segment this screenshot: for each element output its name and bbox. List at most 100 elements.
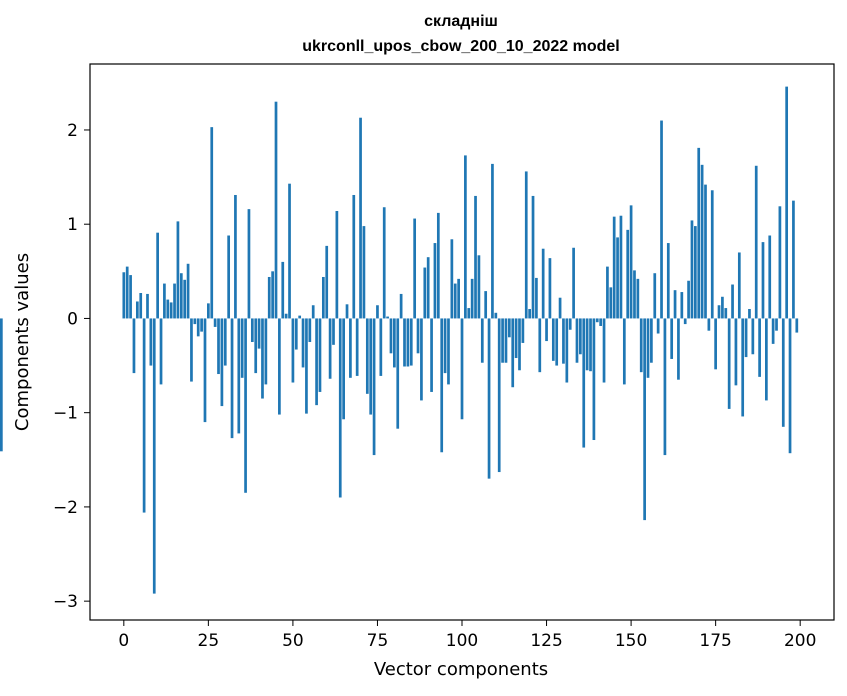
bar-136 [582,318,586,448]
bar-65 [342,318,345,420]
bar-31 [227,235,231,319]
bar-72 [365,318,369,394]
bar-75 [376,305,379,319]
bar-97 [450,239,454,319]
bar-51 [294,318,298,350]
bar-181 [734,318,738,386]
bar-129 [558,297,562,319]
x-tick-label: 50 [282,631,304,651]
bar-146 [616,237,619,319]
bar-117 [518,318,521,371]
y-tick-label: 1 [67,215,78,235]
bar-107 [484,291,488,319]
bar-58 [318,318,322,392]
bar-15 [173,283,176,319]
bar-59 [321,276,325,319]
bar-40 [257,318,261,349]
x-tick-label: 175 [699,631,731,651]
bar-99 [457,278,460,319]
bar-36 [244,318,247,493]
bar-119 [524,171,528,319]
bar-101 [464,155,467,319]
bar-148 [622,318,626,385]
bar-30 [223,318,227,366]
bar-138 [589,318,592,372]
bar-132 [568,318,572,330]
bar-158 [656,318,660,334]
bar-52 [298,315,302,319]
bar-86 [413,218,417,319]
bar-57 [315,318,318,406]
bar-186 [751,318,755,355]
bar-28 [217,318,220,375]
x-tick-label: 75 [367,631,389,651]
bar-165 [680,292,684,319]
y-axis-label: Components values [12,253,33,431]
bar-46 [278,318,281,415]
bar-192 [771,318,775,344]
bar-178 [724,308,728,319]
bar-98 [453,283,457,319]
bar-142 [602,318,606,383]
bar-166 [683,318,687,325]
bar-150 [629,205,633,319]
bar-109 [491,163,494,319]
bar-144 [609,287,613,319]
bar-69 [355,318,359,376]
bar-106 [480,318,484,363]
bar-35 [240,318,244,378]
bar-33 [234,194,237,319]
bar-157 [653,273,657,319]
bar-156 [650,318,653,363]
bar-2 [129,275,132,319]
bar-22 [196,318,200,337]
bar-113 [504,318,508,363]
bar-6 [142,318,146,513]
bar-87 [416,318,420,354]
bar-91 [430,318,433,392]
bar-21 [193,318,197,325]
bar-160 [663,318,667,456]
bar-37 [247,209,251,319]
bar-4 [135,301,139,319]
bar-3 [132,318,136,374]
bar-111 [497,318,501,473]
x-tick-label: 100 [446,631,478,651]
bar-118 [521,318,525,343]
bar-47 [281,261,285,319]
bar-60 [325,245,329,319]
bar-55 [308,318,312,342]
bar-140 [595,318,599,323]
bar-173 [707,318,711,331]
x-tick-label: 150 [615,631,647,651]
bar-76 [379,318,383,376]
bar-145 [612,216,616,319]
bar-193 [775,318,778,331]
bar-187 [754,165,758,319]
y-axis-ticks: −3 −2 −1 0 1 2 [53,121,90,612]
bar-74 [372,318,376,456]
chart-title: складніш [424,13,498,30]
bar-154 [643,318,646,521]
bar-161 [666,243,670,319]
bar-88 [420,318,423,401]
bar-39 [254,318,258,374]
bar-10 [156,232,159,319]
bar-7 [146,293,149,319]
bar-102 [467,308,471,319]
bar-42 [264,318,268,385]
bar-25 [207,303,210,319]
bar-62 [332,318,335,345]
y-tick-label: 2 [67,121,78,141]
bar-11 [159,318,163,385]
bar-195 [781,318,785,427]
bar-18 [183,279,187,319]
bar-168 [690,220,694,319]
bar-155 [646,318,650,378]
bar-16 [176,221,180,319]
bar-83 [403,318,406,367]
bar-68 [352,194,356,319]
bar-108 [487,318,491,479]
bar-139 [592,318,596,441]
bar-130 [562,318,565,364]
